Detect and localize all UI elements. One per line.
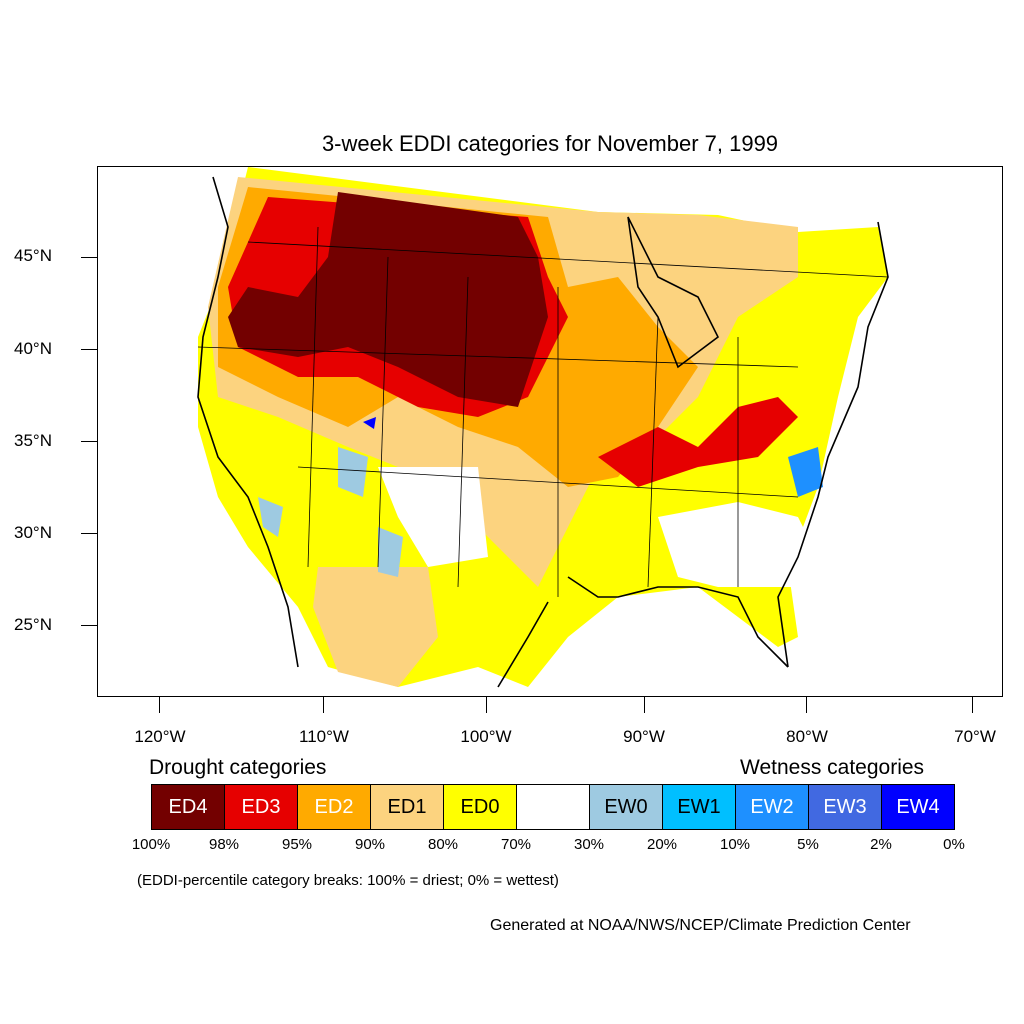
credit-text: Generated at NOAA/NWS/NCEP/Climate Predi… bbox=[490, 917, 911, 934]
break-label: 70% bbox=[500, 836, 532, 853]
lat-label-40: 40°N bbox=[14, 339, 52, 358]
legend-box-ew2: EW2 bbox=[735, 784, 809, 830]
wetness-heading: Wetness categories bbox=[740, 756, 925, 779]
lat-tick-25 bbox=[81, 625, 97, 626]
coastline-layer bbox=[197, 176, 889, 688]
lat-tick-40 bbox=[81, 349, 97, 350]
lon-tick-70 bbox=[972, 697, 973, 713]
lat-tick-35 bbox=[81, 441, 97, 442]
legend-box-ew1: EW1 bbox=[662, 784, 736, 830]
legend-box-normal bbox=[516, 784, 590, 830]
break-label: 2% bbox=[870, 836, 892, 853]
lat-label-35: 35°N bbox=[14, 431, 52, 450]
lon-label-90: 90°W bbox=[623, 727, 665, 746]
lon-tick-120 bbox=[159, 697, 160, 713]
lon-tick-100 bbox=[486, 697, 487, 713]
legend-box-ed2: ED2 bbox=[297, 784, 371, 830]
lon-label-110: 110°W bbox=[299, 727, 349, 746]
legend-box-ed1: ED1 bbox=[370, 784, 444, 830]
lat-tick-45 bbox=[81, 257, 97, 258]
lon-tick-110 bbox=[323, 697, 324, 713]
break-label: 5% bbox=[797, 836, 819, 853]
legend-box-ed4: ED4 bbox=[151, 784, 225, 830]
category-fill-layer bbox=[198, 167, 888, 687]
drought-heading: Drought categories bbox=[149, 756, 327, 779]
state-borders-layer bbox=[197, 226, 889, 597]
break-label: 0% bbox=[943, 836, 965, 853]
map-title: 3-week EDDI categories for November 7, 1… bbox=[321, 131, 779, 156]
break-label: 100% bbox=[131, 836, 171, 853]
break-label: 30% bbox=[573, 836, 605, 853]
break-label: 10% bbox=[719, 836, 751, 853]
break-label: 98% bbox=[208, 836, 240, 853]
lat-label-25: 25°N bbox=[14, 615, 52, 634]
lon-label-70: 70°W bbox=[954, 727, 996, 746]
lon-label-100: 100°W bbox=[460, 727, 512, 746]
legend-box-ew0: EW0 bbox=[589, 784, 663, 830]
break-label: 95% bbox=[281, 836, 313, 853]
lat-label-30: 30°N bbox=[14, 523, 52, 542]
legend-note: (EDDI-percentile category breaks: 100% =… bbox=[137, 872, 559, 889]
lon-tick-80 bbox=[806, 697, 807, 713]
break-label: 90% bbox=[354, 836, 386, 853]
lat-tick-30 bbox=[81, 533, 97, 534]
break-label: 20% bbox=[646, 836, 678, 853]
lon-label-80: 80°W bbox=[786, 727, 828, 746]
lon-tick-90 bbox=[644, 697, 645, 713]
lat-label-45: 45°N bbox=[14, 246, 52, 265]
eddi-map bbox=[197, 167, 889, 688]
map-frame bbox=[97, 166, 1003, 697]
legend-box-ed3: ED3 bbox=[224, 784, 298, 830]
legend-box-ew4: EW4 bbox=[881, 784, 955, 830]
break-label: 80% bbox=[427, 836, 459, 853]
lon-label-120: 120°W bbox=[134, 727, 186, 746]
legend-box-ed0: ED0 bbox=[443, 784, 517, 830]
legend-box-ew3: EW3 bbox=[808, 784, 882, 830]
